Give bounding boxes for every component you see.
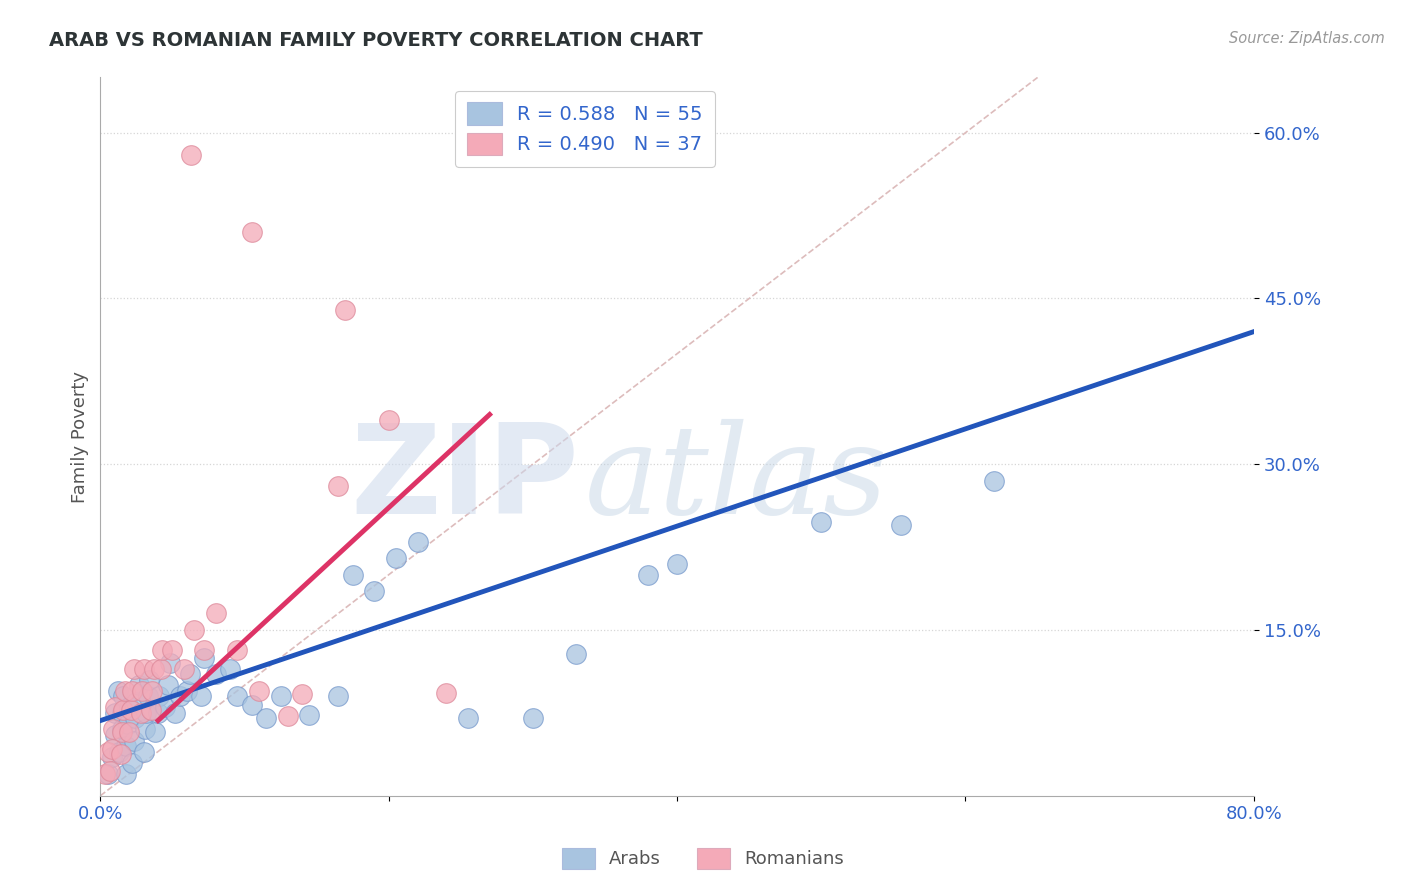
Point — [173, 662, 195, 676]
Point — [149, 662, 172, 676]
Point — [890, 518, 912, 533]
Point — [104, 728, 127, 742]
Point — [406, 534, 429, 549]
Point — [457, 711, 479, 725]
Point — [138, 673, 160, 687]
Point — [128, 678, 150, 692]
Point — [226, 643, 249, 657]
Point — [101, 742, 124, 756]
Point — [132, 745, 155, 759]
Point — [385, 551, 408, 566]
Point — [204, 607, 226, 621]
Point — [111, 724, 134, 739]
Point — [135, 706, 157, 720]
Point — [93, 766, 115, 780]
Point — [183, 623, 205, 637]
Y-axis label: Family Poverty: Family Poverty — [72, 370, 89, 502]
Point — [110, 747, 132, 761]
Point — [108, 745, 131, 759]
Point — [150, 643, 173, 657]
Point — [120, 702, 142, 716]
Point — [159, 656, 181, 670]
Point — [254, 711, 277, 725]
Point — [141, 683, 163, 698]
Point — [179, 667, 201, 681]
Point — [117, 717, 139, 731]
Point — [810, 515, 832, 529]
Point — [131, 683, 153, 698]
Point — [97, 745, 120, 759]
Point — [204, 667, 226, 681]
Point — [101, 750, 124, 764]
Point — [155, 700, 177, 714]
Point — [114, 683, 136, 698]
Point — [146, 706, 169, 720]
Point — [148, 690, 170, 704]
Point — [565, 648, 588, 662]
Text: Source: ZipAtlas.com: Source: ZipAtlas.com — [1229, 31, 1385, 46]
Point — [328, 479, 350, 493]
Point — [377, 413, 399, 427]
Point — [124, 711, 146, 725]
Point — [180, 148, 202, 162]
Point — [434, 686, 457, 700]
Point — [111, 706, 134, 720]
Point — [169, 690, 191, 704]
Point — [219, 662, 242, 676]
Point — [226, 690, 249, 704]
Point — [118, 724, 141, 739]
Legend: Arabs, Romanians: Arabs, Romanians — [555, 840, 851, 876]
Point — [122, 662, 145, 676]
Point — [193, 643, 215, 657]
Point — [129, 706, 152, 720]
Point — [118, 700, 141, 714]
Point — [342, 567, 364, 582]
Point — [240, 698, 263, 713]
Point — [666, 557, 689, 571]
Point — [637, 567, 659, 582]
Point — [107, 683, 129, 698]
Point — [103, 723, 125, 737]
Point — [111, 723, 134, 737]
Text: ARAB VS ROMANIAN FAMILY POVERTY CORRELATION CHART: ARAB VS ROMANIAN FAMILY POVERTY CORRELAT… — [49, 31, 703, 50]
Point — [104, 700, 127, 714]
Point — [298, 708, 321, 723]
Text: atlas: atlas — [585, 419, 889, 541]
Point — [104, 706, 127, 720]
Point — [363, 584, 385, 599]
Point — [139, 702, 162, 716]
Point — [100, 764, 122, 779]
Point — [125, 695, 148, 709]
Point — [115, 766, 138, 780]
Point — [277, 709, 299, 723]
Text: ZIP: ZIP — [350, 419, 579, 541]
Point — [291, 687, 314, 701]
Point — [121, 683, 143, 698]
Point — [122, 733, 145, 747]
Point — [157, 678, 180, 692]
Point — [190, 690, 212, 704]
Point — [176, 683, 198, 698]
Point — [112, 702, 135, 716]
Point — [134, 723, 156, 737]
Point — [193, 650, 215, 665]
Point — [328, 690, 350, 704]
Point — [142, 662, 165, 676]
Point — [247, 683, 270, 698]
Point — [270, 690, 292, 704]
Point — [240, 225, 263, 239]
Point — [165, 706, 187, 720]
Point — [162, 643, 184, 657]
Legend: R = 0.588   N = 55, R = 0.490   N = 37: R = 0.588 N = 55, R = 0.490 N = 37 — [456, 91, 714, 167]
Point — [136, 690, 159, 704]
Point — [983, 474, 1005, 488]
Point — [132, 662, 155, 676]
Point — [522, 711, 544, 725]
Point — [112, 690, 135, 704]
Point — [143, 724, 166, 739]
Point — [335, 302, 357, 317]
Point — [121, 756, 143, 770]
Point — [115, 739, 138, 753]
Point — [97, 766, 120, 780]
